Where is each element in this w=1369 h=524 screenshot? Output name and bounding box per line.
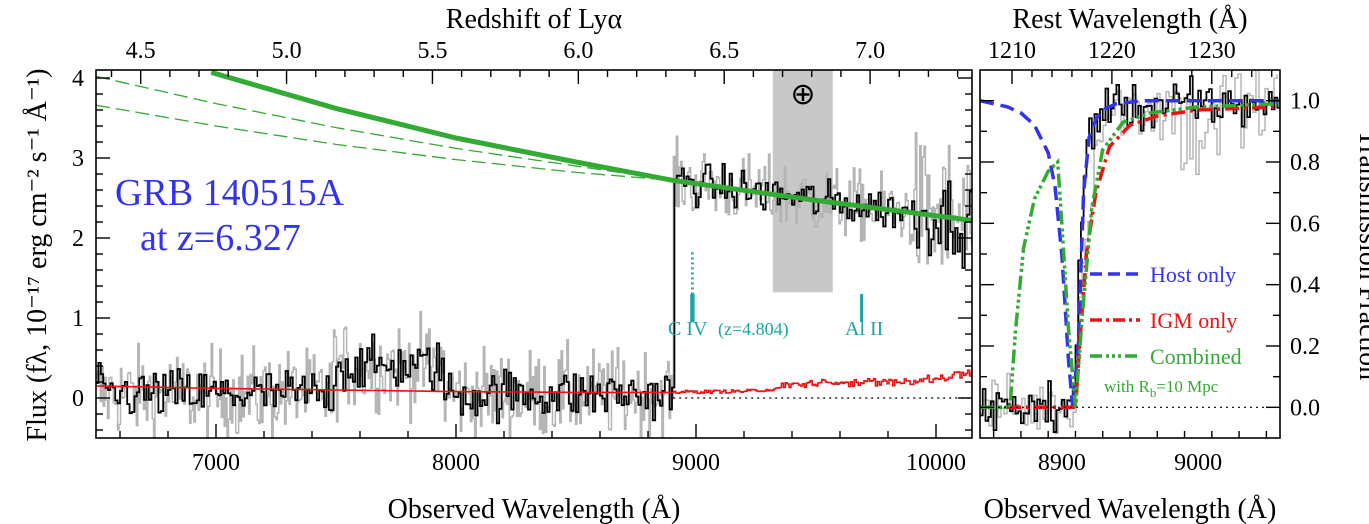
- zoom-y-tick-label: 0.0: [1290, 395, 1320, 421]
- zoom-y-axis-label: Transmission Fraction: [1353, 130, 1369, 380]
- grb-redshift: at z=6.327: [140, 217, 301, 259]
- zoom-spectrum-binned: [980, 75, 1280, 433]
- zoom-x-tick-label: 8900: [1038, 450, 1086, 476]
- legend-note-sub: b: [1150, 385, 1157, 400]
- absorber-markers: [690, 252, 864, 322]
- zoom-x-axis-label: Observed Wavelength (Å): [984, 494, 1277, 524]
- main-y-tick-label: 3: [72, 146, 84, 172]
- zoom-top-tick-label: 1230: [1188, 38, 1236, 64]
- alii-label: Al II: [845, 318, 883, 340]
- civ-label: C IV: [668, 318, 708, 340]
- grb-name: GRB 140515A: [115, 172, 345, 214]
- zoom-x-tick-label: 9000: [1174, 450, 1222, 476]
- spectrum-binned: [96, 162, 972, 425]
- legend-label-combined: Combined: [1150, 344, 1242, 369]
- top-axis-label: Redshift of Lyα: [446, 4, 623, 35]
- main-x-tick-label: 10000: [906, 450, 966, 476]
- x-axis-label: Observed Wavelength (Å): [388, 494, 681, 524]
- error-spectrum-line: [96, 369, 972, 395]
- main-y-tick-label: 0: [72, 386, 84, 412]
- main-x-tick-label: 9000: [672, 450, 720, 476]
- legend: Host only IGM only Combined with Rb=10 M…: [1090, 262, 1242, 400]
- zoom-transmission-lines: [980, 98, 1280, 410]
- main-top-tick-label: 6.5: [709, 38, 739, 64]
- main-x-tick-label: 7000: [192, 450, 240, 476]
- absorber-redshift-label: (z=4.804): [718, 319, 789, 340]
- main-top-tick-label: 5.5: [417, 38, 447, 64]
- main-top-tick-label: 7.0: [855, 38, 885, 64]
- zoom-y-tick-label: 0.6: [1290, 211, 1320, 237]
- zoom-y-tick-label: 1.0: [1290, 89, 1320, 115]
- model-fit-line: [210, 70, 972, 223]
- zoom-y-tick-label: 0.8: [1290, 150, 1320, 176]
- main-top-tick-label: 5.0: [272, 38, 302, 64]
- main-model-lines: [96, 70, 972, 395]
- zoom-top-tick-label: 1220: [1088, 38, 1136, 64]
- legend-label-host: Host only: [1150, 262, 1236, 287]
- legend-note-suffix: =10 Mpc: [1156, 377, 1218, 396]
- zoom-y-tick-label: 0.2: [1290, 334, 1320, 360]
- zoom-top-axis-label: Rest Wavelength (Å): [1012, 4, 1247, 35]
- main-y-tick-label: 2: [72, 226, 84, 252]
- legend-note: with Rb=10 Mpc: [1104, 377, 1219, 400]
- telluric-symbol: ⊕: [790, 77, 815, 112]
- zoom-y-tick-label: 0.4: [1290, 273, 1320, 299]
- main-top-tick-label: 6.0: [563, 38, 593, 64]
- host-only-curve: [980, 98, 1280, 408]
- legend-label-igm: IGM only: [1150, 308, 1237, 333]
- combined-curve: [980, 101, 1280, 410]
- zoom-top-tick-label: 1210: [988, 38, 1036, 64]
- fit-upper-bound: [96, 75, 674, 182]
- y-axis-label: Flux (fλ, 10⁻¹⁷ erg cm⁻² s⁻¹ Å⁻¹): [22, 69, 53, 442]
- fit-lower-bound: [96, 104, 674, 182]
- main-x-tick-label: 8000: [432, 450, 480, 476]
- igm-only-curve: [980, 105, 1280, 410]
- axis-ticks: 7000 8000 9000 10000 0 1 2 3 4 4.5 5.0 5.5 6.0 6.5 7.0…: [72, 38, 1320, 476]
- legend-note-prefix: with R: [1104, 377, 1150, 396]
- main-y-tick-label: 1: [72, 306, 84, 332]
- main-top-tick-label: 4.5: [126, 38, 156, 64]
- main-y-tick-label: 4: [72, 66, 84, 92]
